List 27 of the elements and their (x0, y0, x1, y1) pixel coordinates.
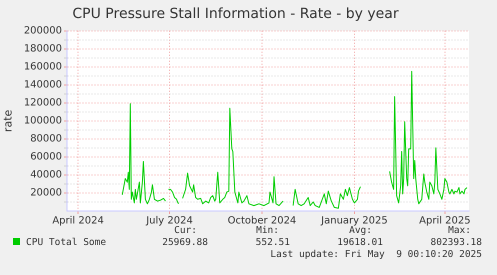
x-tick-label: July 2024 (145, 216, 193, 227)
text: 19618.01 (337, 237, 383, 248)
y-tick-label: 60000 (30, 152, 62, 163)
y-tick-label: 100000 (24, 115, 62, 126)
text: Max: (448, 225, 471, 236)
text: 802393.18 (430, 237, 482, 248)
y-tick-label: 140000 (24, 79, 62, 90)
y-tick-label: 40000 (30, 170, 62, 181)
legend-label: CPU Total Some (25, 237, 106, 248)
y-tick-label: 20000 (30, 188, 62, 199)
text: Cur: (174, 225, 197, 236)
y-axis-title: rate (1, 109, 14, 132)
text: 25969.88 (162, 237, 208, 248)
text: Avg: (349, 225, 372, 236)
text: Last update: Fri May 9 00:10:20 2025 (270, 249, 482, 260)
text: 552.51 (256, 237, 290, 248)
y-tick-label: 160000 (24, 61, 62, 72)
y-tick-label: 80000 (30, 134, 62, 145)
x-tick-label: April 2024 (52, 216, 104, 227)
x-tick-label: January 2025 (320, 216, 388, 227)
y-tick-label: 120000 (24, 97, 62, 108)
x-tick-label: April 2025 (419, 216, 471, 227)
y-tick-label: 200000 (24, 25, 62, 36)
chart-title: CPU Pressure Stall Information - Rate - by year (72, 6, 399, 22)
text: Min: (256, 225, 279, 236)
x-tick-label: October 2024 (228, 216, 296, 227)
y-tick-label: 180000 (24, 43, 62, 54)
